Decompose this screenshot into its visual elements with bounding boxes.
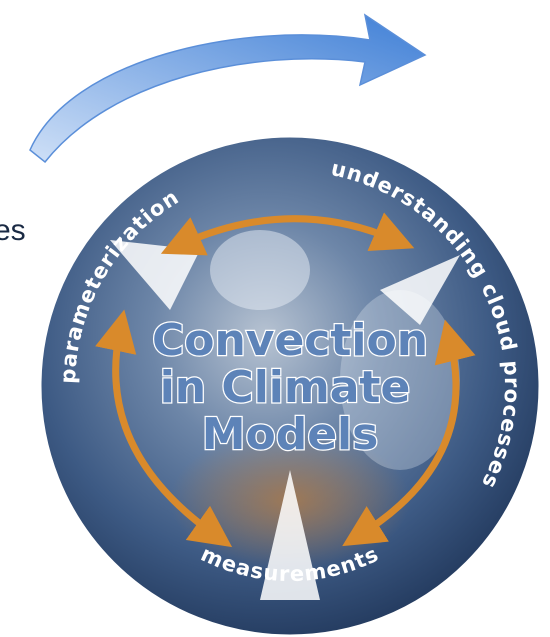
pointer (380, 255, 460, 325)
arrow (160, 212, 415, 256)
pointer (260, 470, 320, 600)
pointer (110, 240, 200, 310)
arrow (342, 319, 476, 547)
cloud (210, 230, 310, 310)
cycle-arrow (29, 13, 427, 164)
arrow (95, 309, 233, 548)
center-line: Models (202, 409, 379, 460)
side-text: es (0, 214, 26, 247)
center-line: Convection (152, 315, 428, 366)
center-line: in Climate (160, 362, 411, 413)
orange-arrows (95, 212, 476, 548)
